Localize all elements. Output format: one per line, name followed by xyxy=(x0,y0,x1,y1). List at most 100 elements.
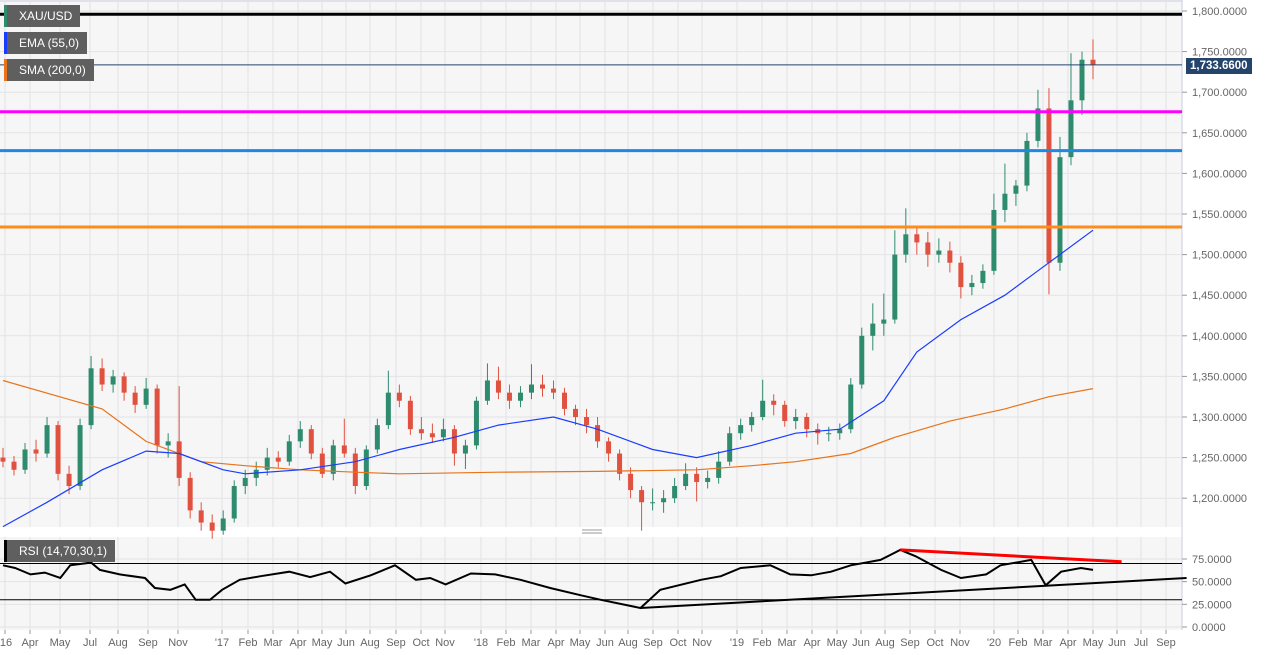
candle[interactable] xyxy=(892,230,898,324)
candle[interactable] xyxy=(209,514,215,539)
candle[interactable] xyxy=(77,418,83,491)
candle[interactable] xyxy=(727,426,733,466)
candle[interactable] xyxy=(793,408,799,430)
candle[interactable] xyxy=(22,442,28,474)
candle[interactable] xyxy=(1079,51,1085,115)
candle[interactable] xyxy=(319,447,325,478)
candle[interactable] xyxy=(88,356,94,430)
candle[interactable] xyxy=(595,417,601,448)
candle[interactable] xyxy=(782,400,788,427)
candle[interactable] xyxy=(936,238,942,263)
candle[interactable] xyxy=(275,451,281,468)
candle[interactable] xyxy=(826,426,832,442)
legend-symbol[interactable]: XAU/USD xyxy=(4,5,81,27)
candle[interactable] xyxy=(991,193,997,275)
legend-rsi[interactable]: RSI (14,70,30,1) xyxy=(4,540,116,562)
candle[interactable] xyxy=(99,358,105,392)
candle[interactable] xyxy=(297,421,303,448)
candle[interactable] xyxy=(870,303,876,351)
candle[interactable] xyxy=(639,486,645,531)
candle[interactable] xyxy=(694,467,700,502)
candle[interactable] xyxy=(958,256,964,299)
candle[interactable] xyxy=(44,417,50,458)
candle[interactable] xyxy=(264,447,270,476)
candle[interactable] xyxy=(738,418,744,440)
candle[interactable] xyxy=(462,439,468,469)
candle[interactable] xyxy=(132,386,138,413)
candle[interactable] xyxy=(771,394,777,416)
candle[interactable] xyxy=(110,369,116,393)
candle[interactable] xyxy=(33,439,39,462)
candle[interactable] xyxy=(705,470,711,489)
candle[interactable] xyxy=(473,396,479,450)
rsi-trendline[interactable] xyxy=(640,577,1187,609)
candle[interactable] xyxy=(837,423,843,440)
candle[interactable] xyxy=(220,510,226,535)
candle[interactable] xyxy=(925,231,931,267)
candle[interactable] xyxy=(528,364,534,400)
candle[interactable] xyxy=(606,437,612,462)
candle[interactable] xyxy=(848,378,854,434)
candle[interactable] xyxy=(859,327,865,389)
candle[interactable] xyxy=(253,461,259,487)
candle[interactable] xyxy=(506,384,512,409)
candle[interactable] xyxy=(969,274,975,296)
rsi-trendline[interactable] xyxy=(900,548,1122,564)
candle[interactable] xyxy=(672,477,678,504)
candle[interactable] xyxy=(562,387,568,416)
candle[interactable] xyxy=(484,363,490,405)
candle[interactable] xyxy=(55,421,61,481)
candle[interactable] xyxy=(517,386,523,408)
candle[interactable] xyxy=(760,379,766,421)
candle[interactable] xyxy=(286,434,292,466)
candle[interactable] xyxy=(749,412,755,432)
candle[interactable] xyxy=(573,404,579,426)
candle[interactable] xyxy=(1046,88,1052,295)
candle[interactable] xyxy=(1090,39,1096,80)
candle[interactable] xyxy=(1024,132,1030,192)
candle[interactable] xyxy=(551,380,557,400)
candle[interactable] xyxy=(628,467,634,499)
candle[interactable] xyxy=(407,395,413,435)
candle[interactable] xyxy=(165,433,171,458)
candle[interactable] xyxy=(187,472,193,519)
candle[interactable] xyxy=(539,374,545,397)
candle[interactable] xyxy=(363,445,369,491)
candle[interactable] xyxy=(1068,53,1074,166)
candle[interactable] xyxy=(385,370,391,430)
candle[interactable] xyxy=(0,447,6,468)
candle[interactable] xyxy=(903,208,909,263)
candle[interactable] xyxy=(176,386,182,487)
candle[interactable] xyxy=(716,451,722,484)
pane-resize-handle[interactable] xyxy=(582,529,602,534)
candle[interactable] xyxy=(231,480,237,523)
candle[interactable] xyxy=(451,425,457,466)
candle[interactable] xyxy=(11,455,17,476)
candle[interactable] xyxy=(1002,163,1008,223)
candle[interactable] xyxy=(495,366,501,400)
candle[interactable] xyxy=(804,412,810,438)
candle[interactable] xyxy=(881,293,887,336)
candle[interactable] xyxy=(143,378,149,409)
candle[interactable] xyxy=(617,449,623,481)
candle[interactable] xyxy=(661,490,667,513)
candle[interactable] xyxy=(947,241,953,273)
candle[interactable] xyxy=(1057,136,1063,271)
candle[interactable] xyxy=(683,463,689,491)
candle[interactable] xyxy=(154,384,160,454)
candle[interactable] xyxy=(396,384,402,408)
candle[interactable] xyxy=(429,423,435,443)
candle[interactable] xyxy=(121,372,127,401)
candle[interactable] xyxy=(584,408,590,434)
candle[interactable] xyxy=(1035,89,1041,148)
candle[interactable] xyxy=(308,425,314,460)
legend-ema[interactable]: EMA (55,0) xyxy=(4,32,88,54)
candle[interactable] xyxy=(198,502,204,531)
candle[interactable] xyxy=(418,417,424,440)
candle[interactable] xyxy=(650,488,656,511)
candle[interactable] xyxy=(352,447,358,495)
candle[interactable] xyxy=(330,439,336,481)
candle[interactable] xyxy=(440,418,446,442)
candle[interactable] xyxy=(914,226,920,255)
